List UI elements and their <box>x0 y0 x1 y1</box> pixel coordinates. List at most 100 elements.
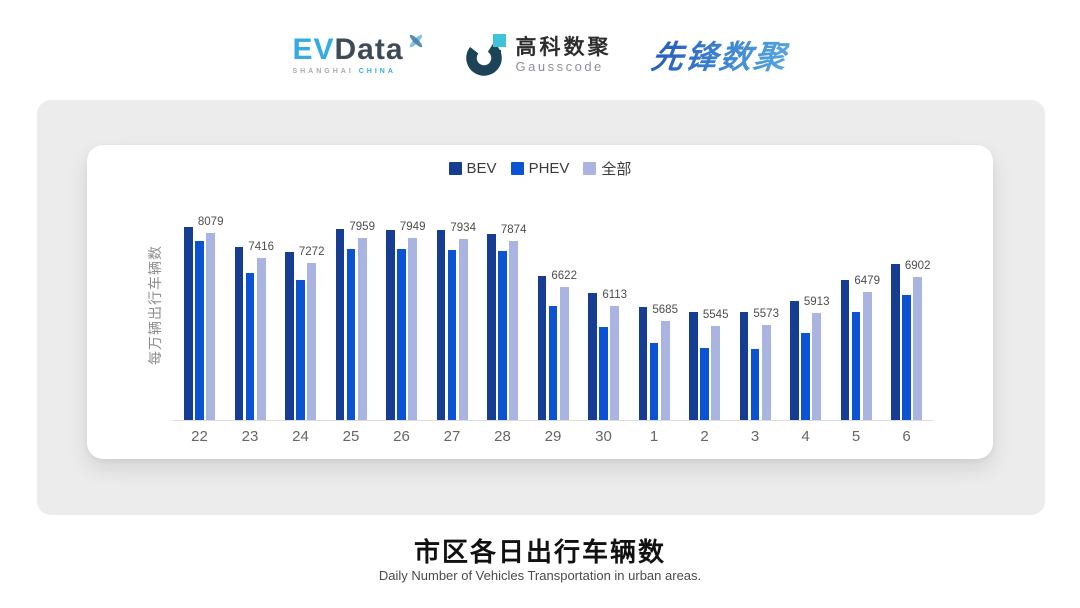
bar-phev <box>599 327 608 420</box>
legend-item-bev[interactable]: BEV <box>448 160 497 177</box>
bar-phev <box>195 241 204 420</box>
bar-all <box>913 276 923 420</box>
bar-phev <box>245 273 255 420</box>
x-tick-label: 4 <box>801 428 810 445</box>
bar-phev <box>750 348 760 420</box>
bar-phev <box>397 249 406 420</box>
value-label: 5545 <box>702 309 729 322</box>
bar-bev <box>891 264 900 420</box>
bar-group: 7949 26 <box>386 221 425 445</box>
bar-phev <box>447 249 457 420</box>
bar-group: 7272 24 <box>285 246 324 445</box>
x-tick-label: 28 <box>494 428 511 445</box>
bar-bev <box>689 312 698 420</box>
x-axis-line <box>173 420 933 421</box>
bar-all <box>711 326 721 420</box>
x-tick-label: 2 <box>700 428 709 445</box>
bar-all <box>559 286 569 420</box>
bar-phev <box>548 305 558 420</box>
x-tick-label: 6 <box>902 428 911 445</box>
bar-group: 5685 1 <box>638 304 678 445</box>
bar-all <box>458 238 468 420</box>
bar-all <box>307 262 317 420</box>
value-label: 6113 <box>602 288 628 301</box>
bar-phev <box>346 248 356 420</box>
bar-all <box>610 305 620 420</box>
bar-phev <box>902 295 911 420</box>
bar-group: 8079 22 <box>184 216 223 445</box>
x-tick-label: 27 <box>443 428 461 445</box>
header-logos: EV Data SHANGHAI CHINA 高科数聚 Gausscode 先锋数… <box>0 26 1080 84</box>
legend-item-phev[interactable]: PHEV <box>510 160 570 177</box>
y-axis-title: 每万辆出行车辆数 <box>147 245 163 365</box>
bar-phev <box>649 343 659 420</box>
value-label: 6479 <box>854 275 880 288</box>
bar-group: 5545 2 <box>689 309 728 445</box>
bar-all <box>761 325 771 420</box>
value-label: 5685 <box>652 304 678 317</box>
bar-group: 7934 27 <box>436 222 476 445</box>
evdata-ev-text: EV <box>292 33 335 66</box>
bar-group: 6902 6 <box>891 260 930 445</box>
page-title: 市区各日出行车辆数 <box>413 537 666 567</box>
evdata-data-text: Data <box>334 33 404 66</box>
evdata-wordmark: EV Data <box>292 35 425 65</box>
bar-bev <box>638 307 648 420</box>
bar-bev <box>184 227 193 420</box>
bar-all <box>812 312 822 420</box>
legend-item-all[interactable]: 全部 <box>583 158 631 179</box>
bar-groups: 8079 22 7416 23 7272 24 7959 25 7949 26 7934 27 7874… <box>184 216 930 445</box>
value-label: 8079 <box>197 216 224 229</box>
bar-bev <box>335 229 345 420</box>
gausscode-mark-icon <box>465 34 506 76</box>
evdata-china-text: CHINA <box>358 68 396 75</box>
value-label: 5913 <box>803 295 830 308</box>
value-label: 6902 <box>904 259 931 272</box>
bar-group: 5573 3 <box>739 308 779 445</box>
bar-bev <box>285 252 294 420</box>
bar-group: 7874 28 <box>487 224 526 445</box>
gausscode-text: 高科数聚 Gausscode <box>516 36 612 74</box>
pioneer-logo: 先锋数聚 <box>648 32 790 78</box>
bar-phev <box>296 280 305 420</box>
bar-all <box>509 240 519 420</box>
x-tick-label: 5 <box>851 428 861 445</box>
bar-group: 7959 25 <box>335 221 375 445</box>
bar-bev <box>436 229 446 420</box>
bar-bev <box>790 300 799 420</box>
bar-all <box>660 321 670 420</box>
bar-phev <box>498 251 507 420</box>
bar-all <box>256 257 266 420</box>
bar-all <box>862 292 872 420</box>
bar-bev <box>588 293 597 420</box>
value-label: 5573 <box>753 308 779 321</box>
evdata-logo: EV Data SHANGHAI CHINA <box>292 35 425 75</box>
gausscode-en-text: Gausscode <box>515 58 604 74</box>
bar-group: 6113 30 <box>588 289 627 445</box>
bar-all <box>357 237 367 420</box>
bar-bev <box>386 230 395 420</box>
chart-legend: BEV PHEV 全部 <box>87 158 993 179</box>
bar-bev <box>739 311 749 420</box>
x-tick-label: 1 <box>649 428 659 445</box>
x-tick-label: 3 <box>750 428 760 445</box>
bar-bev <box>487 233 496 420</box>
x-tick-label: 26 <box>393 428 410 445</box>
bar-group: 7416 23 <box>234 241 274 445</box>
x-tick-label: 25 <box>342 428 360 445</box>
x-tick-label: 22 <box>191 428 208 445</box>
gausscode-logo: 高科数聚 Gausscode <box>465 33 612 77</box>
x-tick-label: 29 <box>544 428 562 445</box>
legend-label-phev: PHEV <box>528 160 570 177</box>
bar-all <box>206 233 216 420</box>
x-tick-label: 30 <box>595 428 612 445</box>
bar-phev <box>851 311 861 420</box>
bar-group: 5913 4 <box>790 296 829 445</box>
bar-group: 6479 5 <box>840 275 880 445</box>
value-label: 7949 <box>399 221 426 234</box>
evdata-shanghai-text: SHANGHAI <box>292 68 354 75</box>
evdata-x-icon <box>409 34 422 48</box>
x-tick-label: 24 <box>292 428 309 445</box>
page-subtitle: Daily Number of Vehicles Transportation … <box>378 568 702 583</box>
value-label: 7416 <box>248 240 274 253</box>
